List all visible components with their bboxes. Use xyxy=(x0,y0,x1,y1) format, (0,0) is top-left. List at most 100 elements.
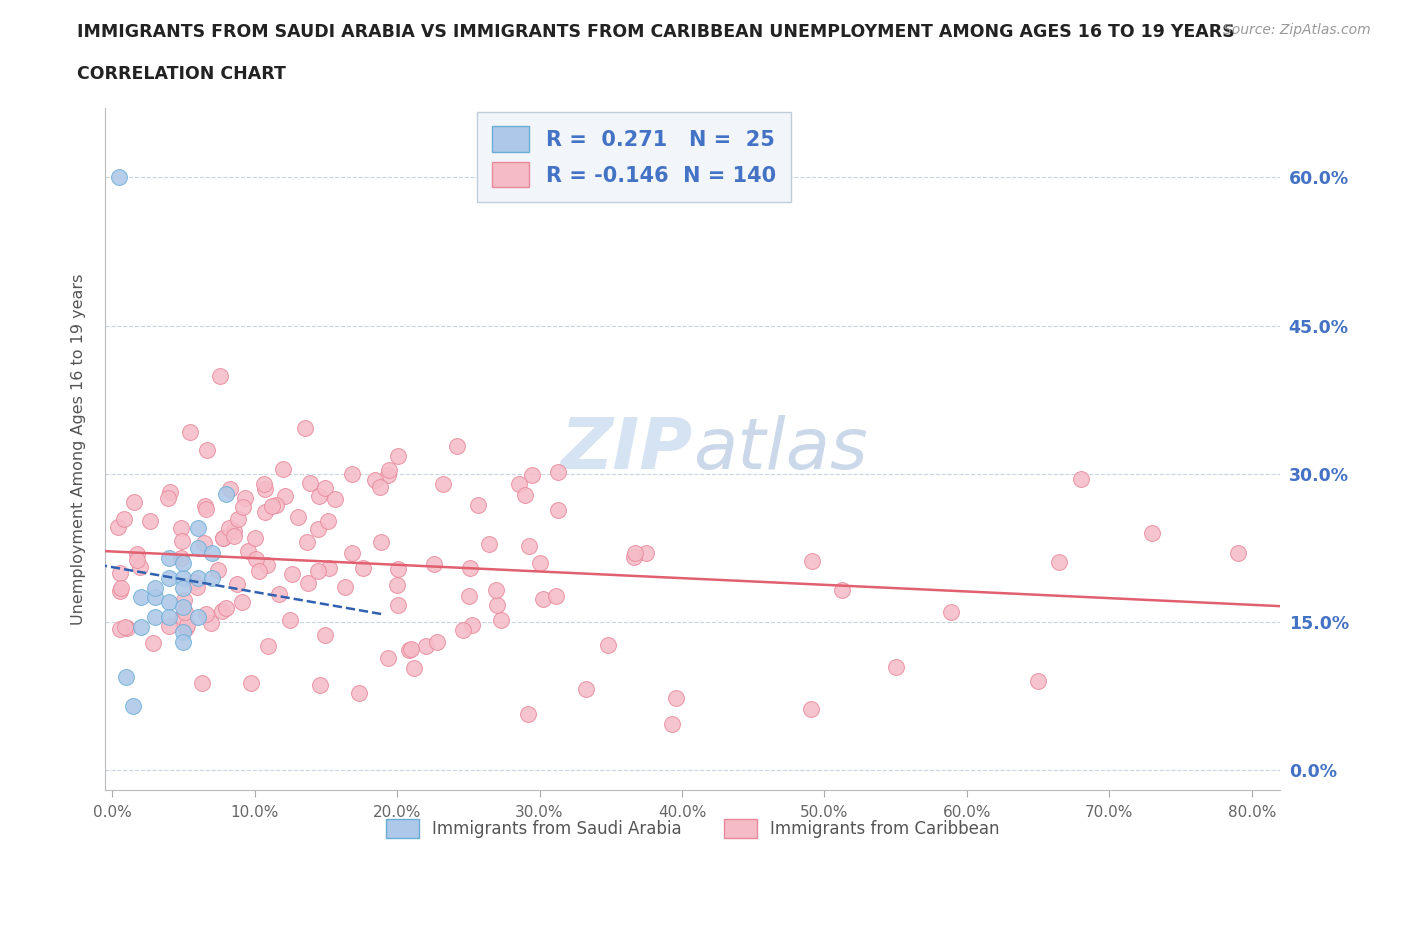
Point xyxy=(183,575,205,590)
Point xyxy=(173,593,195,608)
Point xyxy=(491,613,513,628)
Point xyxy=(176,618,198,632)
Point xyxy=(274,488,297,503)
Point xyxy=(224,524,246,538)
Point xyxy=(232,499,254,514)
Point xyxy=(187,521,209,536)
Point xyxy=(426,634,449,649)
Point xyxy=(308,677,330,692)
Point xyxy=(172,580,194,595)
Point xyxy=(173,604,195,619)
Point xyxy=(1226,546,1249,561)
Point xyxy=(212,531,235,546)
Point xyxy=(547,465,569,480)
Point xyxy=(211,604,233,618)
Point xyxy=(172,634,194,649)
Point xyxy=(307,564,329,578)
Y-axis label: Unemployment Among Ages 16 to 19 years: Unemployment Among Ages 16 to 19 years xyxy=(72,273,86,625)
Point xyxy=(172,600,194,615)
Point xyxy=(1070,472,1092,486)
Point xyxy=(387,448,409,463)
Point xyxy=(1047,554,1070,569)
Point xyxy=(122,698,145,713)
Point xyxy=(486,597,509,612)
Point xyxy=(451,622,474,637)
Point xyxy=(333,579,356,594)
Point xyxy=(243,531,266,546)
Legend: Immigrants from Saudi Arabia, Immigrants from Caribbean: Immigrants from Saudi Arabia, Immigrants… xyxy=(377,811,1008,846)
Point xyxy=(307,522,329,537)
Point xyxy=(226,577,249,591)
Text: Source: ZipAtlas.com: Source: ZipAtlas.com xyxy=(1223,23,1371,37)
Point xyxy=(257,638,280,653)
Point xyxy=(508,476,530,491)
Point xyxy=(187,570,209,585)
Point xyxy=(531,591,554,606)
Point xyxy=(170,534,193,549)
Point xyxy=(115,669,138,684)
Point xyxy=(544,589,567,604)
Point xyxy=(377,468,399,483)
Point xyxy=(170,609,193,624)
Point xyxy=(295,535,318,550)
Point xyxy=(460,618,482,632)
Point xyxy=(446,438,468,453)
Point xyxy=(280,566,302,581)
Point xyxy=(517,538,540,553)
Point xyxy=(323,491,346,506)
Point xyxy=(515,487,537,502)
Point xyxy=(624,546,647,561)
Point xyxy=(264,498,287,512)
Point xyxy=(114,619,136,634)
Point xyxy=(218,521,240,536)
Point xyxy=(115,621,138,636)
Point xyxy=(124,495,146,510)
Point xyxy=(385,578,408,592)
Text: IMMIGRANTS FROM SAUDI ARABIA VS IMMIGRANTS FROM CARIBBEAN UNEMPLOYMENT AMONG AGE: IMMIGRANTS FROM SAUDI ARABIA VS IMMIGRAN… xyxy=(77,23,1234,41)
Point xyxy=(254,482,277,497)
Point xyxy=(884,659,907,674)
Point xyxy=(194,498,217,513)
Point xyxy=(271,461,294,476)
Point xyxy=(467,497,489,512)
Point xyxy=(157,551,180,565)
Point xyxy=(256,557,278,572)
Point xyxy=(378,462,401,477)
Point xyxy=(529,555,551,570)
Point xyxy=(157,618,180,633)
Point xyxy=(387,562,409,577)
Point xyxy=(399,642,422,657)
Point xyxy=(1140,525,1163,540)
Point xyxy=(370,535,392,550)
Point xyxy=(364,472,387,487)
Point xyxy=(110,621,132,636)
Point xyxy=(314,481,336,496)
Point xyxy=(194,606,217,621)
Point xyxy=(294,420,316,435)
Text: ZIP: ZIP xyxy=(561,415,693,484)
Point xyxy=(187,610,209,625)
Point xyxy=(143,580,166,595)
Point xyxy=(125,552,148,567)
Point xyxy=(215,486,238,501)
Point xyxy=(1026,674,1049,689)
Point xyxy=(254,505,277,520)
Text: CORRELATION CHART: CORRELATION CHART xyxy=(77,65,287,83)
Point xyxy=(245,552,267,567)
Point xyxy=(170,551,193,565)
Point xyxy=(172,570,194,585)
Point xyxy=(665,691,688,706)
Point xyxy=(207,563,229,578)
Point xyxy=(159,485,181,499)
Point xyxy=(187,540,209,555)
Point xyxy=(127,546,149,561)
Point xyxy=(143,590,166,604)
Point xyxy=(297,576,319,591)
Point xyxy=(209,369,232,384)
Point xyxy=(194,502,217,517)
Point xyxy=(318,513,340,528)
Point xyxy=(193,536,215,551)
Point xyxy=(108,170,131,185)
Point xyxy=(634,545,657,560)
Point xyxy=(156,490,179,505)
